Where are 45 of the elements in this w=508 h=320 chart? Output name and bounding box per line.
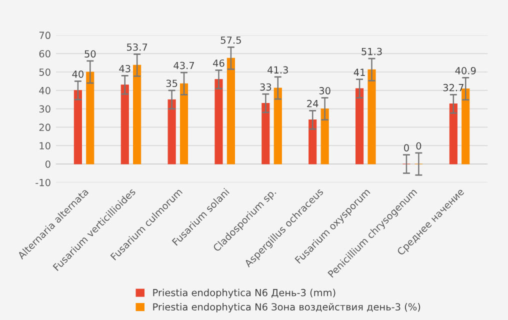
bar [320, 108, 329, 164]
data-label: 50 [84, 50, 96, 58]
bar [214, 79, 223, 164]
bar [308, 120, 317, 164]
data-label: 40.9 [455, 66, 476, 74]
data-label: 40 [72, 70, 84, 78]
bar [133, 64, 142, 164]
bar [356, 88, 364, 164]
bar [262, 103, 270, 164]
y-tick-label: -10 [36, 178, 50, 186]
y-tick-label: 50 [39, 68, 50, 76]
y-tick-label: 0 [45, 160, 50, 168]
y-tick-label: 30 [39, 105, 50, 113]
bar [449, 104, 458, 164]
data-label: 53.7 [127, 43, 148, 51]
bar [462, 88, 470, 164]
bar [368, 69, 376, 164]
data-label: 35 [166, 80, 178, 88]
data-label: 41 [354, 68, 365, 76]
legend-label: Priestia endophytica N6 День-3 (mm) [153, 288, 336, 298]
bar [274, 88, 282, 164]
data-label: 46 [213, 59, 224, 67]
data-label: 24 [307, 100, 318, 108]
legend-label: Priestia endophytica N6 Зона воздействия день-3 (%) [153, 303, 420, 312]
bar [168, 99, 176, 164]
y-tick-label: 40 [39, 86, 50, 94]
bar [180, 83, 188, 164]
bar [86, 72, 94, 164]
bar [120, 84, 129, 164]
data-label: 41.3 [268, 66, 288, 74]
data-label: 51.3 [362, 48, 382, 56]
data-label: 30 [319, 87, 330, 94]
y-tick-label: 60 [39, 50, 50, 58]
y-tick-label: 70 [39, 32, 50, 40]
data-label: 0 [416, 142, 422, 150]
bar [74, 90, 82, 164]
data-label: 43.7 [174, 62, 194, 70]
data-label: 33 [260, 83, 272, 91]
data-label: 32.7 [443, 84, 464, 92]
data-label: 43 [119, 64, 130, 72]
y-tick-label: 20 [39, 124, 50, 132]
y-tick-label: 10 [40, 142, 50, 150]
data-label: 57.5 [220, 36, 241, 44]
bar [226, 58, 235, 164]
data-label: 0 [404, 144, 409, 152]
